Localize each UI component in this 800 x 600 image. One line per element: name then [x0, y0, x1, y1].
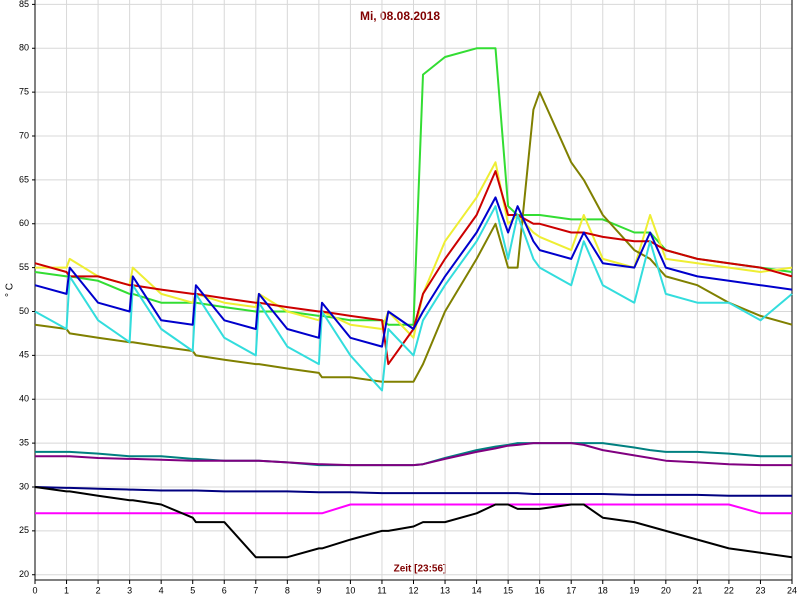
series-line	[35, 442, 792, 467]
x-tick-label: 21	[692, 585, 702, 595]
chart-title: Mi, 08.08.2018	[360, 9, 440, 23]
x-tick-label: 17	[566, 585, 576, 595]
x-tick-label: 19	[629, 585, 639, 595]
x-tick-label: 0	[32, 585, 37, 595]
y-tick-label: 25	[19, 525, 29, 535]
x-tick-label: 16	[535, 585, 545, 595]
x-tick-label: 4	[159, 585, 164, 595]
x-tick-label: 22	[724, 585, 734, 595]
x-tick-label: 6	[222, 585, 227, 595]
y-tick-label: 80	[19, 43, 29, 53]
x-tick-label: 5	[190, 585, 195, 595]
x-tick-label: 18	[598, 585, 608, 595]
x-tick-label: 2	[96, 585, 101, 595]
x-tick-label: 8	[285, 585, 290, 595]
x-tick-label: 1	[64, 585, 69, 595]
y-tick-label: 75	[19, 87, 29, 97]
x-tick-label: 7	[253, 585, 258, 595]
x-tick-label: 3	[127, 585, 132, 595]
series-line	[35, 503, 792, 515]
x-tick-label: 14	[472, 585, 482, 595]
y-tick-label: 60	[19, 218, 29, 228]
series-line	[34, 47, 793, 326]
series-line	[34, 486, 793, 559]
y-tick-label: 45	[19, 350, 29, 360]
x-tick-label: 12	[408, 585, 418, 595]
x-tick-label: 20	[661, 585, 671, 595]
y-tick-label: 85	[19, 0, 29, 9]
y-tick-label: 65	[19, 174, 29, 184]
x-tick-label: 15	[503, 585, 513, 595]
series-line	[34, 205, 793, 392]
x-tick-label: 13	[440, 585, 450, 595]
x-tick-label: 24	[787, 585, 797, 595]
x-axis-label: Zeit [23:56]	[394, 564, 447, 575]
series-line	[34, 486, 792, 497]
x-tick-label: 11	[377, 585, 386, 595]
x-tick-label: 10	[345, 585, 355, 595]
y-tick-label: 70	[19, 130, 29, 140]
x-tick-label: 23	[755, 585, 765, 595]
y-tick-label: 35	[19, 437, 29, 447]
y-axis-label: ° C	[5, 283, 16, 297]
series-line	[34, 91, 793, 383]
x-tick-label: 9	[316, 585, 321, 595]
y-tick-label: 55	[19, 262, 29, 272]
y-tick-label: 20	[19, 569, 29, 579]
y-tick-label: 30	[19, 481, 29, 491]
series-line	[34, 196, 793, 348]
y-tick-label: 50	[19, 306, 29, 316]
y-tick-label: 40	[19, 394, 29, 404]
